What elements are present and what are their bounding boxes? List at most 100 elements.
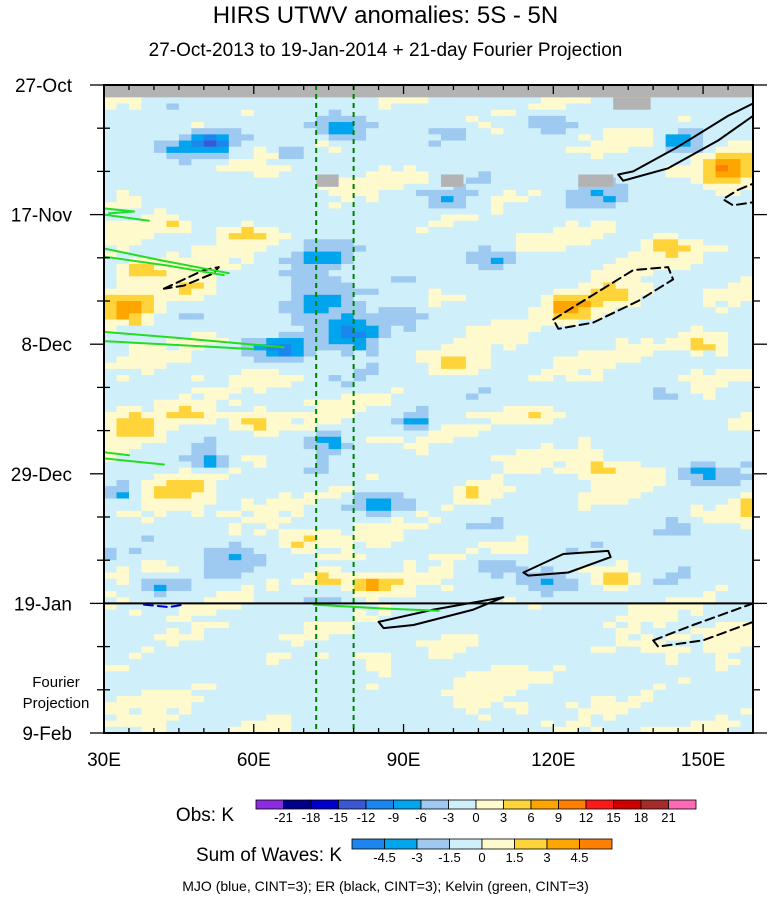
field-cell bbox=[366, 202, 380, 210]
field-cell bbox=[678, 603, 692, 611]
field-cell bbox=[440, 239, 455, 247]
field-cell bbox=[615, 578, 629, 586]
field-cell bbox=[203, 356, 217, 364]
field-cell bbox=[578, 208, 592, 216]
field-cell bbox=[391, 541, 405, 549]
field-cell bbox=[665, 455, 679, 463]
field-cell bbox=[640, 350, 654, 358]
field-cell bbox=[603, 134, 617, 142]
field-cell bbox=[341, 517, 355, 524]
field-cell bbox=[440, 214, 455, 222]
field-cell bbox=[303, 183, 317, 191]
field-cell bbox=[241, 202, 255, 210]
field-cell bbox=[628, 165, 642, 172]
field-cell bbox=[241, 578, 255, 586]
field-cell bbox=[116, 504, 130, 512]
field-cell bbox=[403, 609, 417, 617]
field-cell bbox=[378, 603, 392, 611]
field-cell bbox=[578, 140, 592, 148]
field-cell bbox=[740, 646, 753, 654]
field-cell bbox=[216, 461, 230, 469]
field-cell bbox=[615, 399, 629, 407]
field-cell bbox=[465, 424, 480, 432]
field-cell bbox=[378, 368, 392, 376]
field-cell bbox=[316, 183, 330, 191]
field-cell bbox=[141, 504, 155, 512]
field-cell bbox=[241, 183, 255, 191]
field-cell bbox=[453, 461, 467, 469]
field-cell bbox=[241, 634, 255, 642]
field-cell bbox=[316, 393, 330, 401]
field-cell bbox=[278, 196, 292, 203]
field-cell bbox=[403, 461, 417, 469]
field-cell bbox=[353, 597, 367, 604]
field-cell bbox=[241, 424, 255, 432]
field-cell bbox=[191, 640, 205, 648]
field-cell bbox=[728, 523, 742, 530]
field-cell bbox=[166, 134, 180, 142]
field-cell bbox=[690, 554, 704, 561]
field-cell bbox=[253, 479, 267, 487]
field-cell bbox=[241, 270, 255, 277]
field-cell bbox=[553, 140, 567, 148]
field-cell bbox=[191, 584, 205, 592]
field-cell bbox=[291, 152, 305, 160]
field-cell bbox=[253, 356, 267, 364]
field-cell bbox=[303, 467, 317, 475]
field-cell bbox=[603, 597, 617, 604]
field-cell bbox=[178, 418, 192, 426]
field-cell bbox=[153, 584, 167, 592]
field-cell bbox=[141, 368, 155, 376]
field-cell bbox=[416, 368, 430, 376]
field-cell bbox=[116, 615, 130, 623]
field-cell bbox=[503, 671, 517, 679]
field-cell bbox=[565, 628, 579, 635]
field-cell bbox=[740, 393, 753, 401]
field-cell bbox=[515, 560, 529, 567]
field-cell bbox=[116, 486, 130, 493]
field-cell bbox=[665, 152, 679, 160]
field-cell bbox=[241, 591, 255, 598]
field-cell bbox=[403, 288, 417, 296]
field-cell bbox=[428, 226, 442, 234]
field-cell bbox=[478, 430, 492, 438]
field-cell bbox=[453, 245, 467, 253]
field-cell bbox=[465, 282, 480, 290]
field-cell bbox=[328, 368, 342, 376]
field-cell bbox=[216, 609, 230, 617]
field-cell bbox=[478, 196, 492, 203]
field-cell bbox=[640, 202, 654, 210]
field-cell bbox=[703, 523, 717, 530]
field-cell bbox=[440, 134, 455, 142]
field-cell bbox=[128, 177, 143, 185]
field-cell bbox=[590, 257, 604, 265]
field-cell bbox=[465, 517, 480, 524]
field-cell bbox=[628, 486, 642, 493]
field-cell bbox=[540, 294, 554, 302]
field-cell bbox=[590, 436, 604, 444]
field-cell bbox=[403, 535, 417, 543]
field-cell bbox=[316, 430, 330, 438]
field-cell bbox=[128, 473, 143, 481]
field-cell bbox=[291, 276, 305, 284]
field-cell bbox=[653, 658, 667, 666]
field-cell bbox=[116, 115, 130, 123]
field-cell bbox=[640, 628, 654, 635]
field-cell bbox=[615, 239, 629, 247]
field-cell bbox=[603, 652, 617, 660]
field-cell bbox=[628, 251, 642, 259]
field-cell bbox=[116, 597, 130, 604]
field-cell bbox=[490, 375, 504, 382]
field-cell bbox=[353, 418, 367, 426]
field-cell bbox=[266, 362, 280, 370]
field-cell bbox=[453, 646, 467, 654]
field-cell bbox=[191, 307, 205, 314]
field-cell bbox=[678, 282, 692, 290]
field-cell bbox=[590, 263, 604, 271]
field-cell bbox=[590, 572, 604, 580]
field-cell bbox=[203, 399, 217, 407]
field-cell bbox=[128, 665, 143, 672]
field-cell bbox=[353, 591, 367, 598]
field-cell bbox=[665, 399, 679, 407]
field-cell bbox=[128, 566, 143, 574]
